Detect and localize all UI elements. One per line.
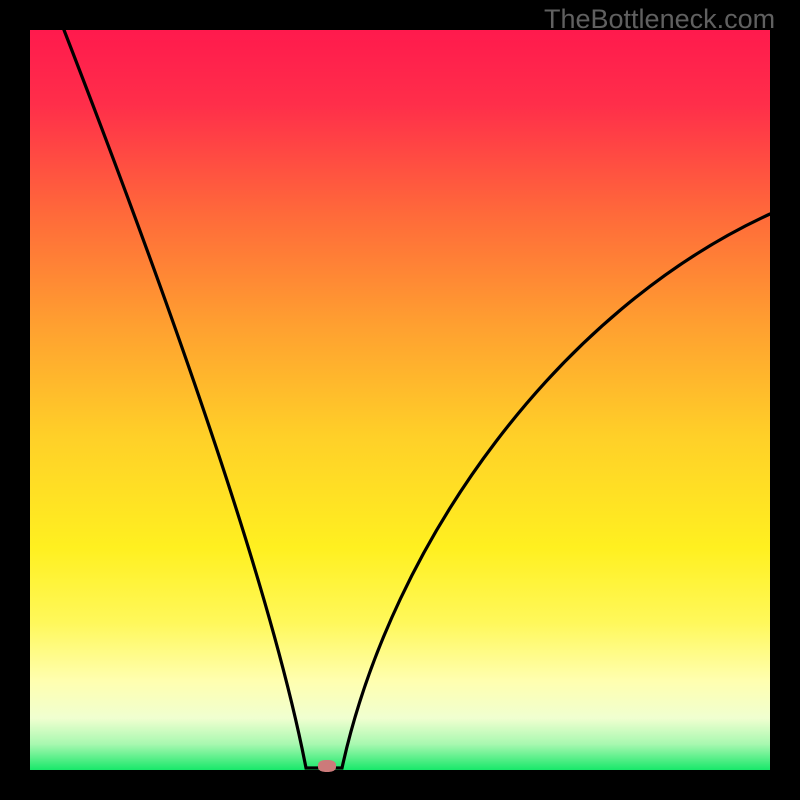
optimum-marker — [318, 760, 336, 772]
plot-background — [30, 30, 770, 770]
bottleneck-curve — [0, 0, 800, 800]
watermark-text: TheBottleneck.com — [544, 4, 775, 35]
